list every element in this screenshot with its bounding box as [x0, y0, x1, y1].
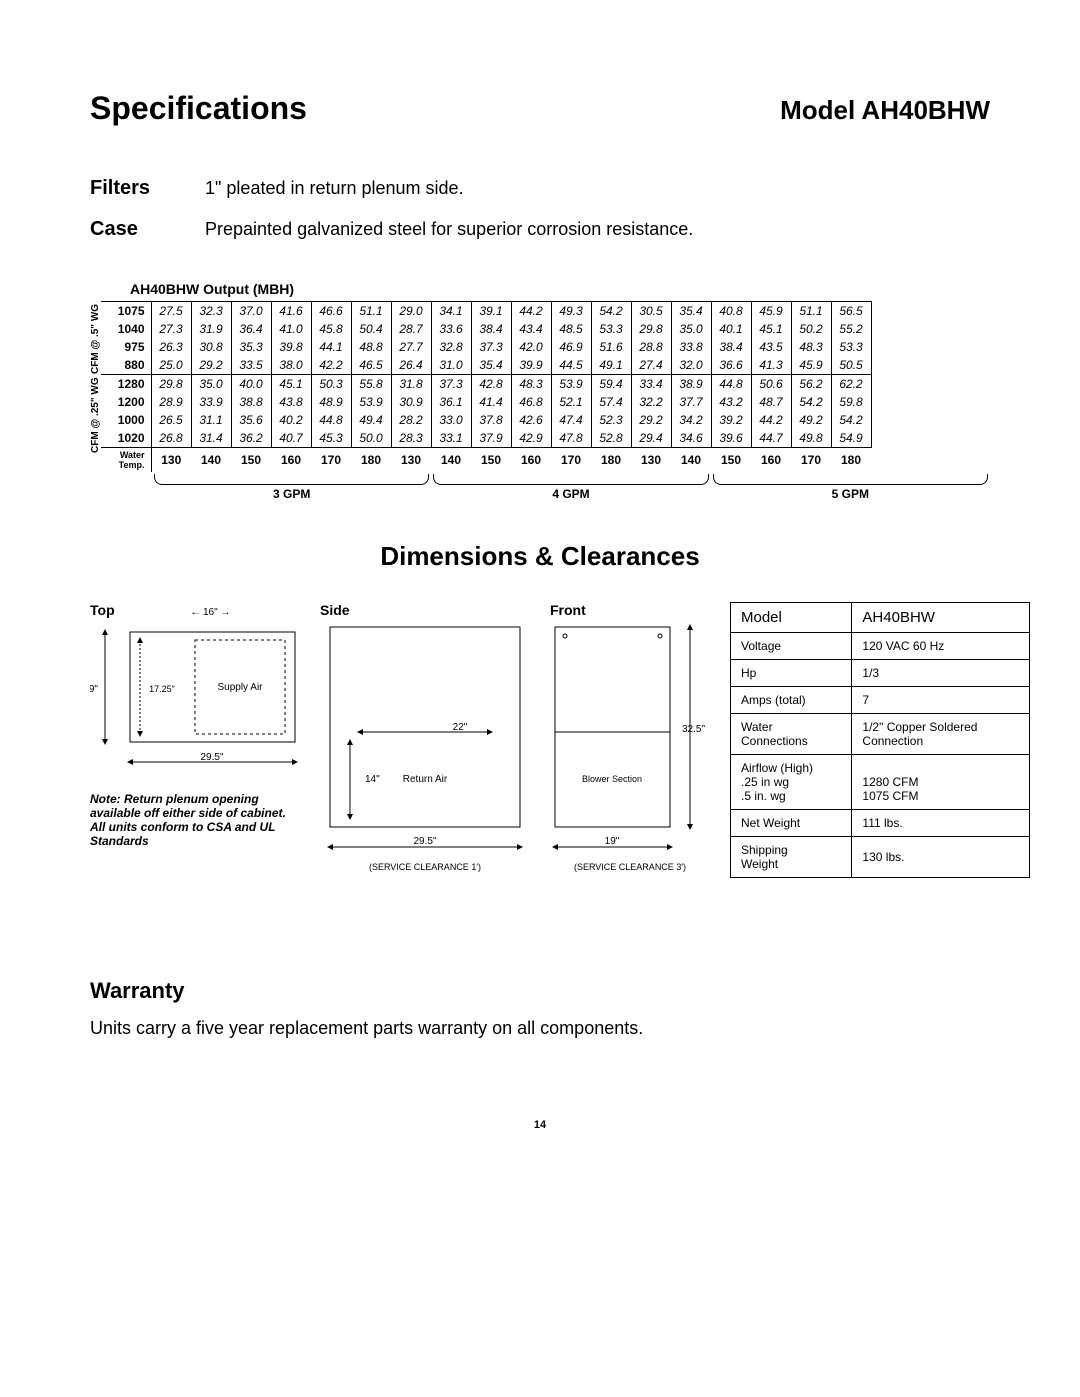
page-title: Specifications [90, 90, 307, 127]
side-label: Side [320, 602, 530, 618]
elec-row: Hp1/3 [731, 660, 1030, 687]
dimensions-title: Dimensions & Clearances [90, 541, 990, 572]
warranty-text: Units carry a five year replacement part… [90, 1018, 990, 1039]
table-row: 97526.330.835.339.844.148.827.732.837.34… [101, 338, 871, 356]
supply-air-text: Supply Air [217, 682, 263, 693]
elec-row: Net Weight111 lbs. [731, 810, 1030, 837]
elec-row: WaterConnections1/2" Copper SolderedConn… [731, 714, 1030, 755]
model-number: Model AH40BHW [780, 95, 990, 126]
filters-label: Filters [90, 177, 200, 200]
case-text: Prepainted galvanized steel for superior… [205, 219, 693, 239]
front-svc: (SERVICE CLEARANCE 3') [550, 862, 710, 872]
table-row: 102026.831.436.240.745.350.028.333.137.9… [101, 429, 871, 448]
elec-row: Airflow (High).25 in wg.5 in. wg1280 CFM… [731, 755, 1030, 810]
filters-text: 1" pleated in return plenum side. [205, 178, 464, 198]
table-row: 107527.532.337.041.646.651.129.034.139.1… [101, 302, 871, 321]
spec-filters: Filters 1" pleated in return plenum side… [90, 177, 990, 200]
svg-text:22": 22" [453, 722, 468, 733]
front-label: Front [550, 602, 710, 618]
top-h: 19" [90, 684, 98, 695]
output-table-title: AH40BHW Output (MBH) [130, 281, 990, 297]
svg-text:19": 19" [605, 836, 620, 847]
note: Note: Return plenum opening available of… [90, 792, 290, 848]
spec-case: Case Prepainted galvanized steel for sup… [90, 218, 990, 241]
gpm-label: 4 GPM [431, 474, 710, 501]
output-table-wrap: CFM @ .5" WG CFM @ .25" WG 107527.532.33… [90, 301, 990, 472]
dimensions-row: Top ← 16" → Supply Air 19" [90, 602, 990, 878]
svg-text:17.25": 17.25" [149, 684, 175, 694]
vlabel-25wg: CFM @ .25" WG [90, 377, 101, 453]
side-svg: 22" 14" Return Air 29.5" [320, 622, 530, 862]
svg-text:Blower Section: Blower Section [582, 774, 642, 784]
side-svc: (SERVICE CLEARANCE 1') [320, 862, 530, 872]
case-label: Case [90, 218, 200, 241]
gpm-label: 5 GPM [711, 474, 990, 501]
table-row: 120028.933.938.843.848.953.930.936.141.4… [101, 393, 871, 411]
gpm-label: 3 GPM [152, 474, 431, 501]
table-row: 88025.029.233.538.042.246.526.431.035.43… [101, 356, 871, 375]
water-temp-row: WaterTemp.130140150160170180130140150160… [101, 448, 871, 473]
table-row: 100026.531.135.640.244.849.428.233.037.8… [101, 411, 871, 429]
side-view: Side 22" 14" Return Air 29.5" (SERVICE C… [320, 602, 530, 872]
front-svg: Blower Section 32.5" 19" [550, 622, 710, 862]
elec-row: Voltage120 VAC 60 Hz [731, 633, 1030, 660]
top-inner-w: 16" [203, 607, 218, 618]
top-label: Top [90, 602, 115, 618]
output-table: 107527.532.337.041.646.651.129.034.139.1… [101, 301, 872, 472]
table-row: 104027.331.936.441.045.850.428.733.638.4… [101, 320, 871, 338]
gpm-row: 3 GPM4 GPM5 GPM [152, 474, 990, 501]
svg-text:29.5": 29.5" [200, 752, 223, 763]
elec-table: ModelAH40BHWVoltage120 VAC 60 HzHp1/3Amp… [730, 602, 1030, 878]
warranty-heading: Warranty [90, 978, 990, 1004]
elec-row: ShippingWeight130 lbs. [731, 837, 1030, 878]
top-svg: Supply Air 19" 17.25" 29.5" [90, 622, 300, 772]
note-label: Note: [90, 792, 121, 806]
top-view: Top ← 16" → Supply Air 19" [90, 602, 300, 848]
svg-text:14": 14" [365, 774, 380, 785]
page-number: 14 [90, 1119, 990, 1131]
svg-text:32.5": 32.5" [682, 724, 705, 735]
elec-table-col: ModelAH40BHWVoltage120 VAC 60 HzHp1/3Amp… [730, 602, 1030, 878]
table-row: 128029.835.040.045.150.355.831.837.342.8… [101, 375, 871, 394]
header: Specifications Model AH40BHW [90, 90, 990, 127]
svg-text:Return Air: Return Air [403, 774, 448, 785]
front-view: Front Blower Section 32.5" 19" (SERVICE … [550, 602, 710, 872]
svg-text:29.5": 29.5" [413, 836, 436, 847]
elec-row: Amps (total)7 [731, 687, 1030, 714]
vlabel-5wg: CFM @ .5" WG [90, 301, 101, 377]
